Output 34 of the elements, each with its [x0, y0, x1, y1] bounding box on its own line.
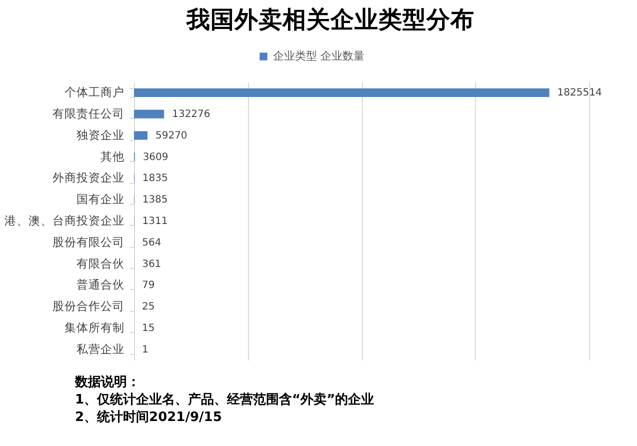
bar — [134, 88, 550, 97]
data-label: 564 — [142, 237, 162, 248]
text: 2、统计时间2021/9/15 — [75, 409, 222, 425]
data-label: 132276 — [172, 109, 210, 120]
y-tick-label: 有限责任公司 — [52, 106, 124, 121]
y-tick-label: 集体所有制 — [64, 320, 124, 334]
data-label: 1385 — [142, 194, 168, 206]
data-label: 15 — [142, 322, 155, 334]
data-label: 361 — [142, 258, 162, 270]
y-tick-label: 普通合伙 — [76, 278, 124, 292]
data-label: 1 — [142, 344, 148, 356]
y-tick-label: 独资企业 — [76, 128, 124, 142]
text: 1、仅统计企业名、产品、经营范围含“外卖”的企业 — [75, 392, 374, 408]
y-tick-label: 港、澳、台商投资企业 — [4, 214, 124, 228]
y-tick-label: 股份有限公司 — [52, 234, 124, 249]
y-tick-label: 个体工商户 — [64, 85, 124, 100]
y-tick-label: 股份合作公司 — [52, 299, 124, 314]
y-tick-label: 其他 — [100, 149, 124, 164]
legend-label: 企业类型 企业数量 — [273, 50, 364, 62]
data-label: 1835 — [142, 173, 168, 184]
bar — [134, 131, 148, 140]
y-tick-label: 有限合伙 — [76, 256, 124, 270]
data-label: 79 — [142, 280, 155, 292]
data-label: 3609 — [142, 152, 168, 163]
data-label: 25 — [142, 302, 155, 313]
data-label: 1311 — [142, 216, 168, 227]
y-tick-label: 国有企业 — [76, 192, 124, 206]
data-label: 1825514 — [557, 88, 602, 99]
data-label: 59270 — [155, 130, 188, 142]
text: 数据说明： — [74, 375, 140, 390]
bar — [134, 110, 164, 118]
chart-title: 我国外卖相关企业类型分布 — [186, 6, 474, 34]
y-tick-label: 外商投资企业 — [52, 170, 124, 185]
y-tick-label: 私营企业 — [76, 342, 124, 356]
